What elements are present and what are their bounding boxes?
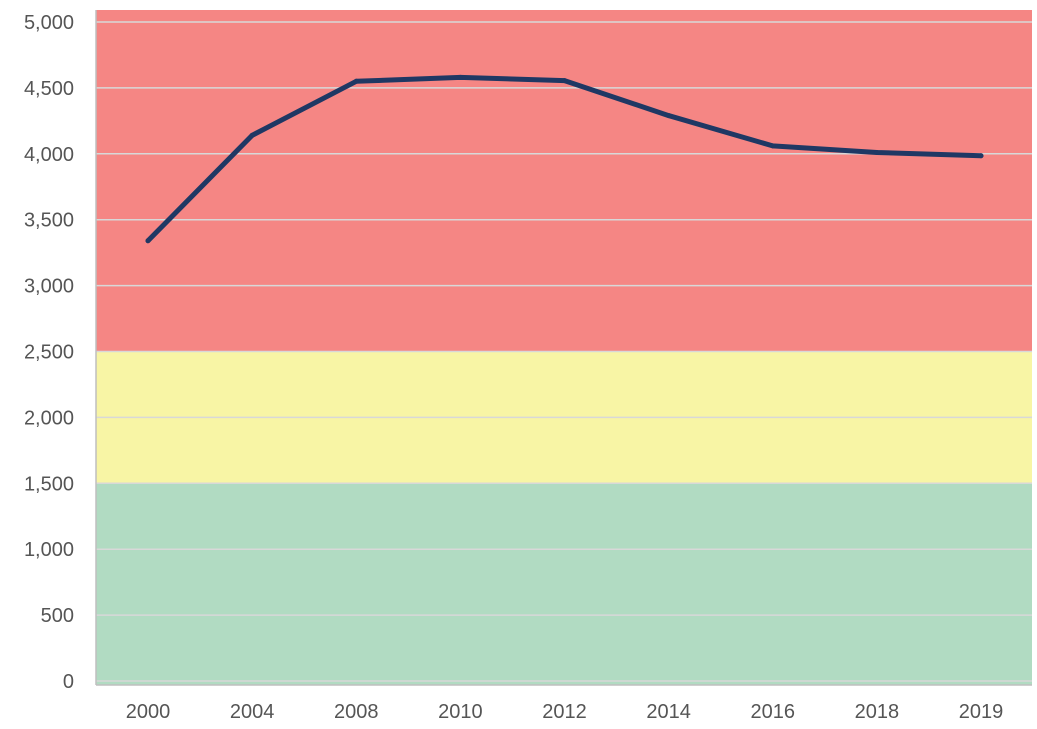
band-2: [96, 10, 1032, 352]
y-tick-label: 500: [41, 605, 74, 627]
y-axis-tick-labels: 0 500 1,000 1,500 2,000 2,500 3,000 3,500 4,000 4…: [24, 12, 74, 693]
y-tick-label: 4,000: [24, 144, 74, 166]
y-tick-label: 1,000: [24, 539, 74, 561]
background-bands: [96, 10, 1032, 685]
x-tick-label: 2010: [438, 701, 483, 723]
data-point: [457, 74, 463, 80]
data-point: [249, 132, 255, 138]
y-tick-label: 3,500: [24, 210, 74, 232]
x-tick-label: 2012: [542, 701, 587, 723]
y-tick-label: 0: [63, 671, 74, 693]
y-tick-label: 5,000: [24, 12, 74, 34]
x-tick-label: 2016: [751, 701, 796, 723]
y-tick-label: 2,500: [24, 342, 74, 364]
x-tick-label: 2004: [230, 701, 275, 723]
y-tick-label: 2,000: [24, 407, 74, 429]
x-axis-tick-labels: 2000 2004 2008 2010 2012 2014 2016 2018 2019: [126, 701, 1004, 723]
y-tick-label: 3,000: [24, 276, 74, 298]
data-point: [145, 238, 151, 244]
x-tick-label: 2000: [126, 701, 171, 723]
gridlines: [96, 21, 1032, 682]
y-tick-label: 1,500: [24, 473, 74, 495]
data-point: [562, 78, 567, 84]
data-point: [874, 149, 880, 155]
x-tick-label: 2014: [646, 701, 691, 723]
data-point: [353, 78, 359, 84]
axes: [95, 10, 1032, 686]
data-point: [666, 113, 672, 119]
series-layer: [145, 74, 984, 244]
y-tick-label: 4,500: [24, 78, 74, 100]
data-point: [770, 143, 776, 149]
x-tick-label: 2019: [959, 701, 1004, 723]
x-tick-label: 2008: [334, 701, 379, 723]
data-point: [978, 153, 984, 159]
x-tick-label: 2018: [855, 701, 900, 723]
band-0: [96, 483, 1032, 685]
